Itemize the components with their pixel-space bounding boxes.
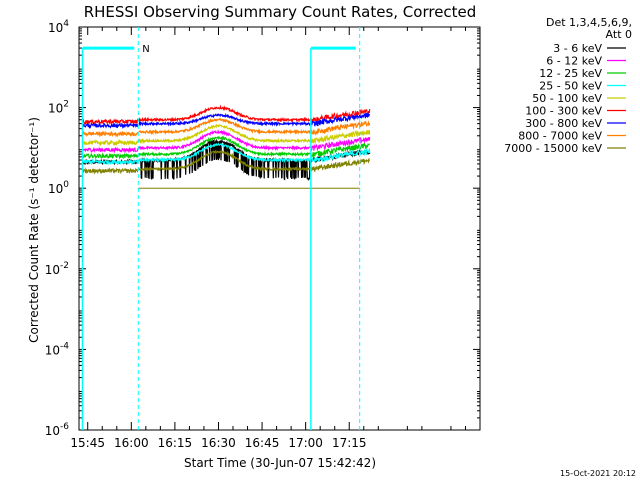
series-line-pre (82, 146, 139, 154)
night-flag-label: N (142, 44, 149, 55)
series-line (138, 112, 312, 127)
series-line-pre (82, 138, 139, 147)
x-tick-label: 16:15 (158, 436, 193, 450)
x-tick-label: 16:30 (201, 436, 236, 450)
legend-label: 50 - 100 keV (532, 92, 602, 105)
legend-label: 7000 - 15000 keV (504, 142, 602, 155)
y-tick-label: 10-2 (45, 261, 69, 277)
footer-timestamp: 15-Oct-2021 20:12 (560, 469, 636, 478)
y-axis-label: Corrected Count Rate (s⁻¹ detector⁻¹) (27, 117, 41, 343)
series-line (138, 104, 312, 123)
x-tick-label: 17:00 (288, 436, 323, 450)
legend-label: 25 - 50 keV (539, 80, 602, 93)
y-tick-label: 104 (48, 19, 69, 35)
series-line-pre (82, 118, 139, 126)
series-line-pre (82, 130, 139, 138)
plot-area: 104 102 100 10-2 10-4 10-615:45 16:00 16:15 16:3… (45, 19, 481, 450)
legend-header-2: Att 0 (606, 28, 632, 41)
series-line (138, 129, 312, 152)
x-axis-title: Start Time (30-Jun-07 15:42:42) (184, 456, 376, 470)
series-line-pre (82, 122, 139, 130)
legend-label: 6 - 12 keV (546, 55, 602, 68)
chart-title: RHESSI Observing Summary Count Rates, Co… (84, 3, 477, 21)
y-tick-label: 10-4 (45, 341, 70, 357)
series-line (138, 135, 311, 158)
x-tick-label: 15:45 (70, 436, 105, 450)
plot-frame (78, 26, 481, 431)
series-line-pre (82, 167, 139, 175)
legend-label: 100 - 300 keV (525, 105, 602, 118)
y-tick-label: 100 (48, 180, 69, 196)
series-line-pre (82, 158, 139, 166)
legend-label: 300 - 800 keV (525, 117, 602, 130)
x-tick-label: 16:00 (114, 436, 149, 450)
y-tick-label: 102 (48, 100, 69, 116)
legend-label: 3 - 6 keV (553, 42, 602, 55)
legend-header-1: Det 1,3,4,5,6,9, (546, 16, 632, 29)
series-line-pre (82, 152, 139, 160)
x-tick-label: 16:45 (245, 436, 280, 450)
legend-label: 12 - 25 keV (539, 67, 602, 80)
y-axis-title: Corrected Count Rate (s⁻¹ detector⁻¹) (27, 117, 41, 343)
series-line (138, 123, 312, 145)
series-line-post (310, 136, 371, 153)
series-line (138, 138, 312, 182)
legend-label: 800 - 7000 keV (518, 130, 602, 143)
x-tick-label: 17:15 (332, 436, 367, 450)
series-line-post (310, 148, 371, 164)
series-line (138, 117, 312, 136)
series-line (138, 142, 312, 164)
y-tick-label: 10-6 (45, 422, 70, 438)
series-line (138, 149, 311, 173)
